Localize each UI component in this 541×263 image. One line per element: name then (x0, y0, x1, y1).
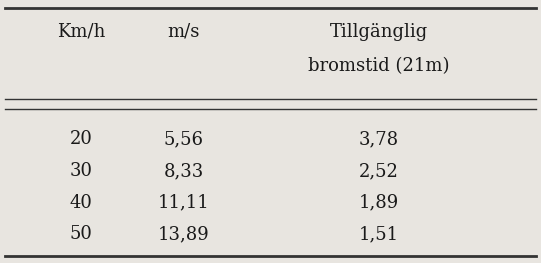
Text: 50: 50 (70, 225, 93, 243)
Text: 1,51: 1,51 (359, 225, 399, 243)
Text: 13,89: 13,89 (158, 225, 210, 243)
Text: 20: 20 (70, 130, 93, 148)
Text: 30: 30 (70, 162, 93, 180)
Text: Tillgänglig: Tillgänglig (329, 23, 428, 41)
Text: m/s: m/s (168, 23, 200, 41)
Text: 5,56: 5,56 (164, 130, 204, 148)
Text: Km/h: Km/h (57, 23, 105, 41)
Text: 2,52: 2,52 (359, 162, 399, 180)
Text: 8,33: 8,33 (164, 162, 204, 180)
Text: 3,78: 3,78 (359, 130, 399, 148)
Text: bromstid (21m): bromstid (21m) (308, 57, 450, 75)
Text: 40: 40 (70, 194, 93, 211)
Text: 1,89: 1,89 (359, 194, 399, 211)
Text: 11,11: 11,11 (158, 194, 210, 211)
